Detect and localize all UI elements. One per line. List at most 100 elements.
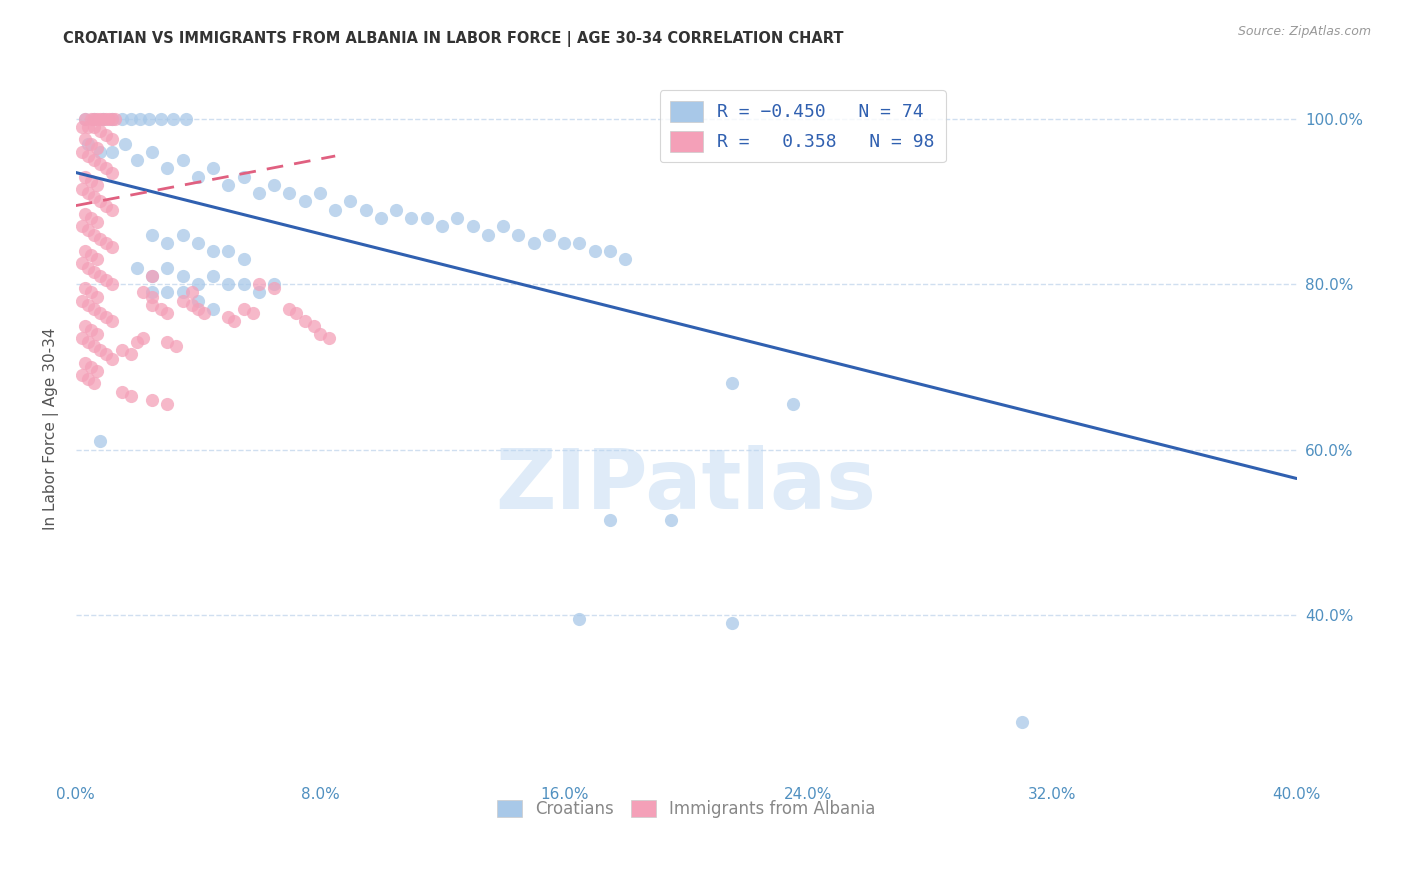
Point: [132, 285, 155, 300]
Point: [70, 256, 93, 270]
Point: [89, 112, 111, 126]
Point: [247, 277, 270, 292]
Point: [508, 227, 530, 242]
Point: [89, 306, 111, 320]
Point: [309, 186, 332, 201]
Point: [156, 334, 179, 349]
Point: [461, 219, 484, 234]
Point: [110, 112, 132, 126]
Point: [323, 202, 346, 217]
Point: [83, 227, 105, 242]
Point: [77, 223, 100, 237]
Point: [101, 112, 124, 126]
Point: [96, 235, 118, 250]
Point: [86, 178, 108, 192]
Point: [80, 174, 103, 188]
Point: [721, 376, 744, 391]
Point: [70, 219, 93, 234]
Point: [110, 384, 132, 399]
Point: [83, 376, 105, 391]
Point: [128, 112, 150, 126]
Point: [110, 343, 132, 358]
Point: [80, 285, 103, 300]
Point: [86, 364, 108, 378]
Point: [120, 112, 142, 126]
Point: [172, 285, 194, 300]
Point: [150, 112, 173, 126]
Point: [73, 112, 96, 126]
Point: [141, 285, 163, 300]
Point: [284, 306, 307, 320]
Point: [156, 306, 179, 320]
Point: [180, 298, 202, 312]
Point: [73, 169, 96, 184]
Point: [98, 112, 121, 126]
Point: [132, 331, 155, 345]
Point: [477, 227, 499, 242]
Point: [80, 136, 103, 151]
Point: [101, 132, 124, 146]
Point: [89, 145, 111, 159]
Point: [83, 153, 105, 168]
Point: [125, 153, 148, 168]
Point: [187, 169, 209, 184]
Point: [96, 199, 118, 213]
Point: [96, 112, 118, 126]
Point: [174, 112, 197, 126]
Point: [224, 314, 246, 328]
Point: [96, 128, 118, 143]
Point: [180, 285, 202, 300]
Point: [568, 612, 591, 626]
Point: [172, 153, 194, 168]
Point: [217, 310, 239, 325]
Point: [73, 244, 96, 258]
Point: [370, 211, 392, 225]
Point: [187, 293, 209, 308]
Point: [83, 120, 105, 134]
Point: [89, 124, 111, 138]
Point: [217, 277, 239, 292]
Point: [659, 513, 682, 527]
Point: [101, 240, 124, 254]
Point: [86, 215, 108, 229]
Point: [294, 314, 316, 328]
Point: [73, 112, 96, 126]
Point: [232, 169, 254, 184]
Point: [156, 260, 179, 275]
Point: [172, 227, 194, 242]
Text: ZIPatlas: ZIPatlas: [496, 444, 877, 525]
Point: [141, 392, 163, 407]
Point: [294, 194, 316, 209]
Point: [193, 306, 215, 320]
Point: [70, 368, 93, 383]
Point: [89, 157, 111, 171]
Point: [86, 289, 108, 303]
Point: [80, 211, 103, 225]
Point: [125, 260, 148, 275]
Point: [217, 244, 239, 258]
Point: [492, 219, 515, 234]
Point: [91, 112, 114, 126]
Point: [150, 301, 173, 316]
Point: [101, 202, 124, 217]
Point: [232, 277, 254, 292]
Point: [86, 112, 108, 126]
Point: [537, 227, 560, 242]
Point: [83, 301, 105, 316]
Point: [721, 616, 744, 631]
Point: [96, 310, 118, 325]
Point: [187, 301, 209, 316]
Point: [70, 293, 93, 308]
Point: [614, 252, 637, 267]
Point: [80, 323, 103, 337]
Point: [80, 359, 103, 374]
Point: [141, 268, 163, 283]
Point: [73, 281, 96, 295]
Point: [247, 285, 270, 300]
Point: [430, 219, 453, 234]
Point: [77, 186, 100, 201]
Point: [599, 244, 621, 258]
Point: [86, 141, 108, 155]
Point: [83, 190, 105, 204]
Point: [141, 227, 163, 242]
